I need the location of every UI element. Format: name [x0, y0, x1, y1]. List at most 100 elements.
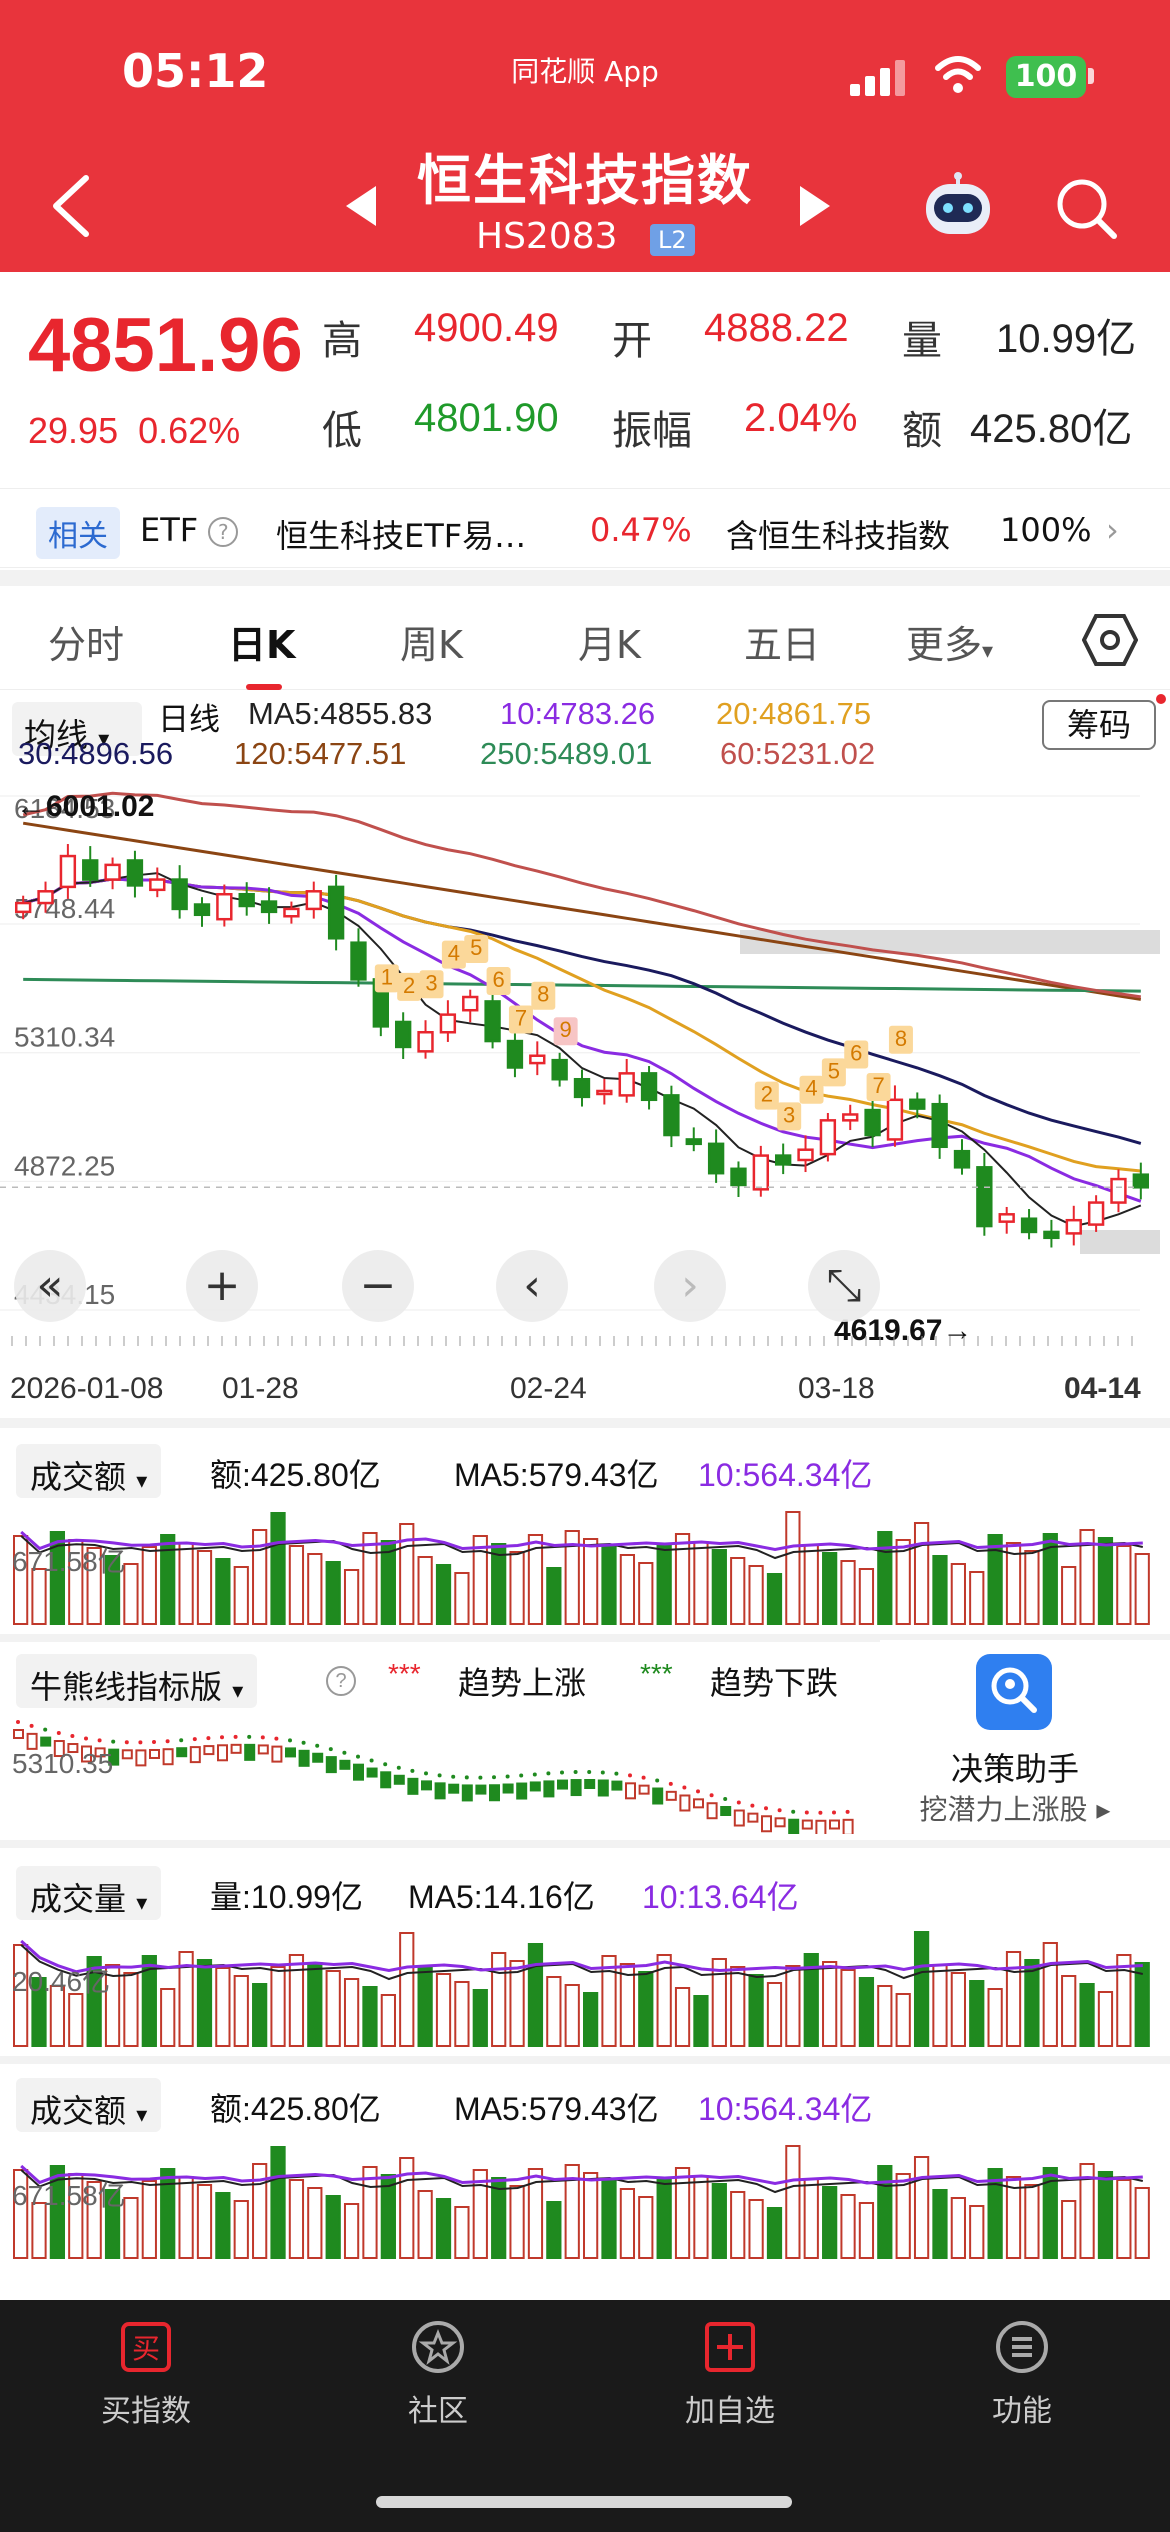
bull-bear-selector[interactable]: 牛熊线指标版 ▾ — [16, 1654, 258, 1708]
volume-bar — [527, 2168, 544, 2259]
volume-bar — [1079, 2163, 1095, 2259]
trend-dot — [152, 1739, 156, 1744]
collapse-icon[interactable]: « — [14, 1250, 86, 1322]
chips-button[interactable]: 筹码 — [1042, 700, 1156, 750]
mini-candle — [733, 1809, 745, 1827]
mini-candle — [230, 1743, 242, 1754]
chevron-right-icon[interactable]: › — [1106, 511, 1119, 549]
volume-bar — [141, 1546, 157, 1625]
trend-dot — [124, 1740, 129, 1745]
tab-monthly-k[interactable]: 月K — [578, 623, 641, 667]
mini-candle — [720, 1806, 732, 1817]
volume-bar — [1042, 1533, 1058, 1625]
volume-bar — [160, 1988, 176, 2047]
td-label: 2 — [403, 973, 415, 998]
volume-bar — [325, 2195, 341, 2259]
td-label: 6 — [850, 1040, 862, 1065]
back-arrow-icon[interactable] — [46, 170, 98, 242]
volume-bar — [877, 2165, 893, 2259]
candle-body — [707, 1142, 725, 1175]
td-label: 4 — [805, 1076, 817, 1101]
volume-bar — [509, 1551, 525, 1625]
nav-buy-index[interactable]: 买 买指数 — [46, 2318, 246, 2430]
tab-five-day[interactable]: 五日 — [744, 623, 821, 667]
ma120-value: 120:5477.51 — [234, 736, 407, 771]
volume-bar — [509, 2185, 525, 2259]
volume-bar — [822, 2186, 838, 2259]
volume-bar — [491, 1952, 507, 2047]
scroll-left-button[interactable]: ‹ — [496, 1250, 568, 1322]
candle-body — [998, 1213, 1015, 1223]
robot-assistant-icon[interactable] — [920, 172, 996, 238]
related-etf-row[interactable]: 相关 ETF ? 恒生科技ETF易… 0.47% 含恒生科技指数 100% › — [0, 488, 1170, 568]
volume-selector[interactable]: 成交量 ▾ — [16, 1866, 162, 1920]
open-label: 开 — [612, 318, 652, 364]
tab-daily-k[interactable]: 日K — [228, 623, 296, 667]
tab-weekly-k[interactable]: 周K — [400, 623, 463, 667]
trend-dot — [369, 1758, 374, 1763]
assistant-title: 决策助手 — [950, 1750, 1079, 1788]
candlestick-chart[interactable]: 6184.535748.445310.344872.254434.1512345… — [0, 780, 1170, 1350]
td-label: 5 — [828, 1058, 840, 1083]
home-indicator — [376, 2496, 792, 2508]
volume-bar — [656, 1954, 672, 2047]
help-icon: ? — [208, 517, 239, 547]
volume-bar — [454, 2206, 470, 2259]
menu-icon — [996, 2321, 1048, 2373]
tab-intraday[interactable]: 分时 — [48, 623, 125, 667]
ma10-line — [20, 1939, 1143, 1974]
volume-value: 10.99亿 — [996, 317, 1137, 361]
tab-more[interactable]: 更多▾ — [906, 623, 994, 667]
volume-bar — [1097, 2171, 1114, 2259]
turnover2-selector[interactable]: 成交额 ▾ — [16, 2078, 162, 2132]
volume-ma5: MA5:14.16亿 — [408, 1879, 595, 1915]
page-title: 恒生科技指数 — [417, 149, 753, 212]
td-label-bg — [486, 967, 511, 996]
zoom-in-button[interactable]: + — [186, 1250, 258, 1322]
mini-candle — [652, 1787, 664, 1805]
trend-dot — [532, 1772, 537, 1777]
trend-dot — [709, 1793, 714, 1798]
volume-bar — [1061, 2200, 1077, 2259]
candle-body — [931, 1102, 948, 1149]
trend-dot — [192, 1737, 197, 1742]
nav-community[interactable]: 社区 — [338, 2318, 538, 2430]
volume-bar — [325, 1970, 341, 2047]
mini-candle — [543, 1780, 555, 1798]
settings-hexagon-icon[interactable] — [1082, 612, 1138, 668]
zoom-out-button[interactable]: − — [342, 1250, 414, 1322]
volume-bar — [877, 1985, 893, 2047]
volume-bar — [674, 1987, 691, 2047]
volume-bar — [104, 1964, 121, 2047]
ma20-line — [22, 877, 1141, 1173]
prev-index-button[interactable] — [346, 186, 376, 226]
fullscreen-icon[interactable]: ⤡ — [808, 1250, 880, 1322]
nav-add-watchlist[interactable]: 加自选 — [630, 2318, 830, 2430]
candle-body — [104, 863, 121, 881]
mini-candle — [706, 1802, 718, 1820]
nav-functions[interactable]: 功能 — [922, 2318, 1122, 2430]
decision-assistant-card[interactable]: 决策助手 挖潜力上涨股 ▸ — [880, 1640, 1170, 1840]
mini-candle — [461, 1784, 473, 1802]
trend-dot — [614, 1771, 619, 1776]
mini-candle — [407, 1777, 419, 1795]
volume-bar — [491, 2177, 507, 2259]
td-label: 6 — [492, 967, 504, 992]
help-icon[interactable]: ? — [326, 1660, 356, 1697]
turnover-selector[interactable]: 成交额 ▾ — [16, 1444, 162, 1498]
search-icon[interactable] — [1054, 176, 1118, 240]
mini-candle — [516, 1782, 528, 1800]
ma60-line — [22, 791, 1142, 999]
td-label-bg — [799, 1075, 824, 1104]
candle-body — [819, 1119, 837, 1156]
next-index-button[interactable] — [800, 186, 830, 226]
etf-name[interactable]: 恒生科技ETF易… — [276, 517, 527, 555]
candle-body — [551, 1058, 568, 1081]
volume-bar — [160, 2168, 176, 2259]
cellular-signal-icon — [850, 60, 906, 96]
status-app-label: 同花顺 App — [511, 55, 659, 88]
volume-bar — [215, 2192, 231, 2259]
ma-selector[interactable]: 均线 ▾ — [12, 702, 142, 756]
mini-candle — [597, 1779, 609, 1797]
scroll-right-button[interactable]: › — [654, 1250, 726, 1322]
